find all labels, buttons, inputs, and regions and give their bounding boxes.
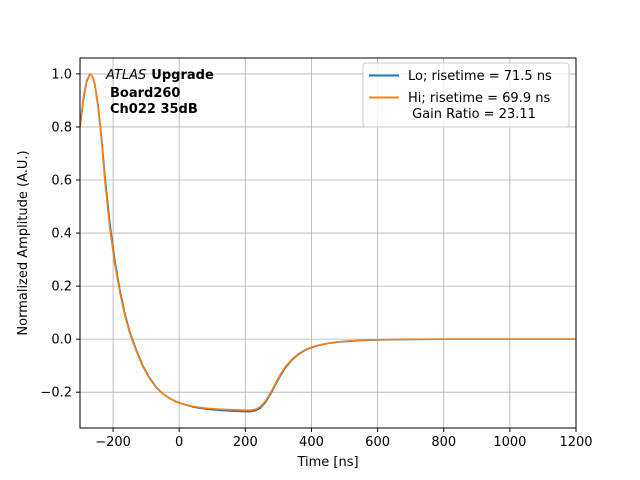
- legend-box: [362, 62, 570, 128]
- legend-entry-lo: Lo; risetime = 71.5 ns: [408, 69, 552, 84]
- annotation-board: Board260: [110, 86, 180, 101]
- x-tick-label: 400: [299, 435, 324, 450]
- x-axis: −200 0 200 400 600 800 1000 1200: [95, 428, 593, 450]
- legend-entry-gain-ratio: Gain Ratio = 23.11: [408, 107, 536, 122]
- y-tick-label: 0.8: [51, 120, 72, 135]
- series-hi-line: [80, 73, 576, 412]
- x-tick-label: 200: [233, 435, 258, 450]
- x-tick-label: 600: [365, 435, 390, 450]
- y-axis: −0.2 0.0 0.2 0.4 0.6 0.8 1.0: [40, 67, 80, 401]
- x-axis-label: Time [ns]: [296, 455, 358, 470]
- y-tick-label: 1.0: [51, 67, 72, 82]
- legend: Lo; risetime = 71.5 ns Hi; risetime = 69…: [362, 62, 570, 128]
- annotation-channel: Ch022 35dB: [110, 102, 198, 117]
- series-layer: [80, 73, 576, 413]
- x-tick-label: 1200: [559, 435, 592, 450]
- legend-entry-hi: Hi; risetime = 69.9 ns: [408, 91, 550, 106]
- upgrade-label: Upgrade: [151, 68, 214, 83]
- y-tick-label: 0.0: [51, 333, 72, 348]
- y-tick-label: −0.2: [40, 386, 72, 401]
- x-tick-label: 1000: [493, 435, 526, 450]
- x-tick-label: 800: [431, 435, 456, 450]
- y-tick-label: 0.2: [51, 280, 72, 295]
- plot-frame: [79, 57, 577, 429]
- x-tick-label: −200: [95, 435, 131, 450]
- atlas-label: ATLAS: [105, 68, 146, 83]
- y-tick-label: 0.6: [51, 174, 72, 189]
- y-tick-label: 0.4: [51, 227, 72, 242]
- annotation: ATLAS Upgrade Board260 Ch022 35dB: [105, 68, 214, 117]
- annotation-line-1: ATLAS Upgrade: [105, 68, 214, 83]
- x-tick-label: 0: [175, 435, 183, 450]
- y-axis-label: Normalized Amplitude (A.U.): [16, 150, 31, 335]
